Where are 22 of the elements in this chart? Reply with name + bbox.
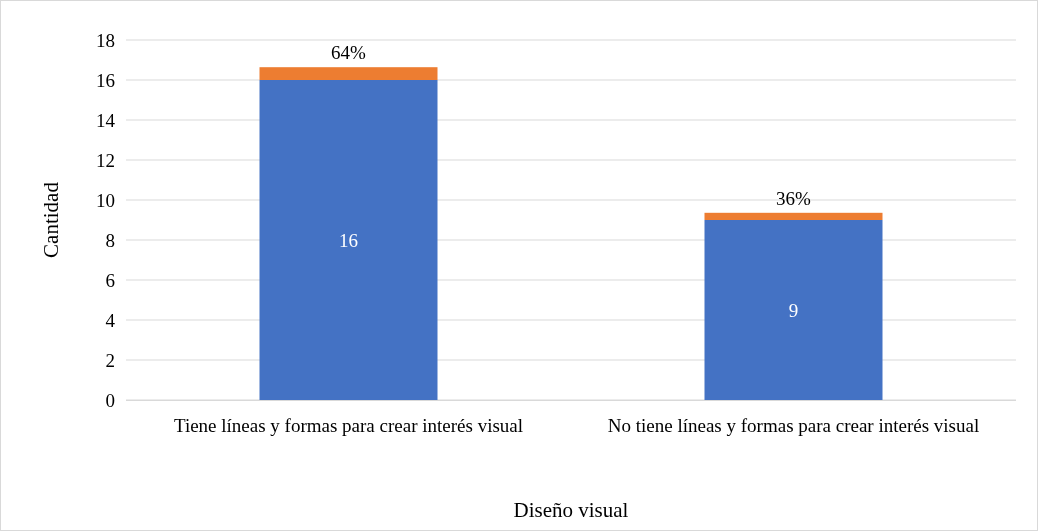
y-tick-label: 6 bbox=[105, 269, 115, 291]
bar bbox=[704, 220, 883, 400]
data-label: 16 bbox=[339, 230, 358, 251]
x-axis-title: Diseño visual bbox=[513, 498, 629, 522]
bar bbox=[704, 212, 883, 220]
y-tick-label: 4 bbox=[105, 309, 116, 331]
y-tick-label: 14 bbox=[96, 109, 116, 131]
data-label: 36% bbox=[776, 187, 812, 209]
y-tick-label: 12 bbox=[96, 149, 115, 171]
y-axis-title: Cantidad bbox=[39, 181, 63, 258]
y-tick-label: 10 bbox=[96, 189, 115, 211]
bar bbox=[259, 67, 438, 80]
y-tick-label: 18 bbox=[96, 29, 115, 51]
x-tick-label: Tiene líneas y formas para crear interés visual bbox=[173, 415, 524, 436]
y-tick-label: 8 bbox=[105, 229, 115, 251]
data-label: 64% bbox=[331, 42, 367, 64]
data-label: 9 bbox=[788, 300, 799, 321]
y-tick-label: 2 bbox=[105, 349, 115, 371]
x-tick-label: No tiene líneas y formas para crear interés visual bbox=[607, 415, 980, 436]
y-tick-label: 16 bbox=[96, 69, 115, 91]
bar bbox=[259, 80, 438, 400]
y-tick-label: 0 bbox=[105, 389, 115, 411]
